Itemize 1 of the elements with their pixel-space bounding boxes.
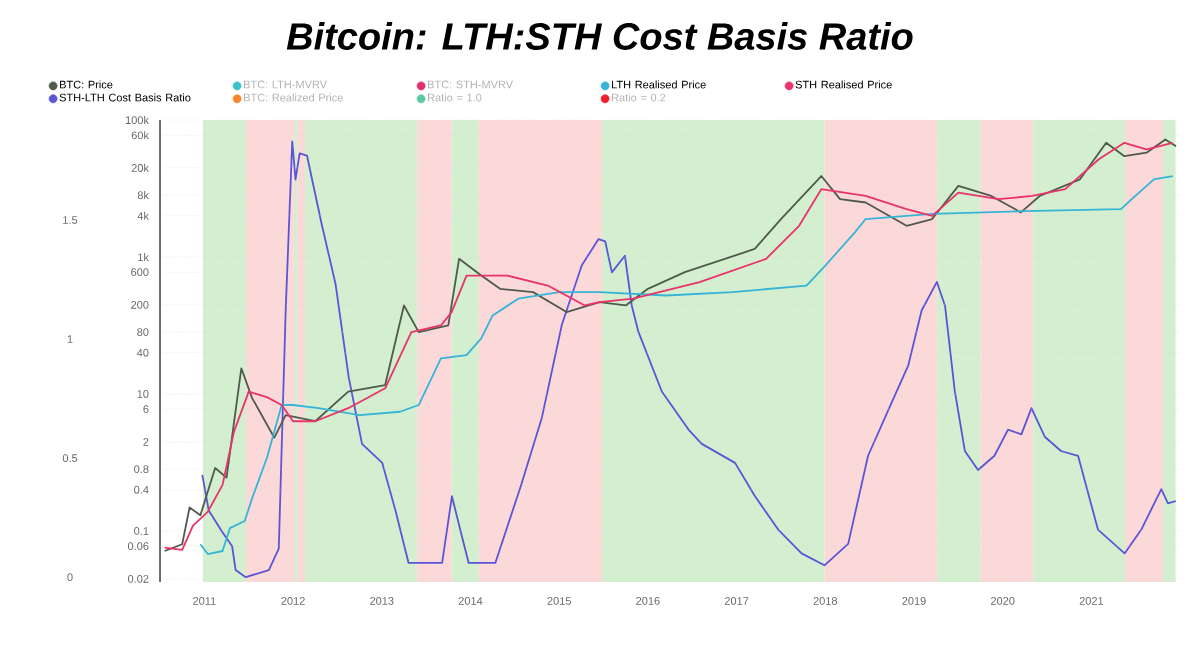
chart-title: Bitcoin: LTH:STH Cost Basis Ratio [286, 22, 913, 50]
